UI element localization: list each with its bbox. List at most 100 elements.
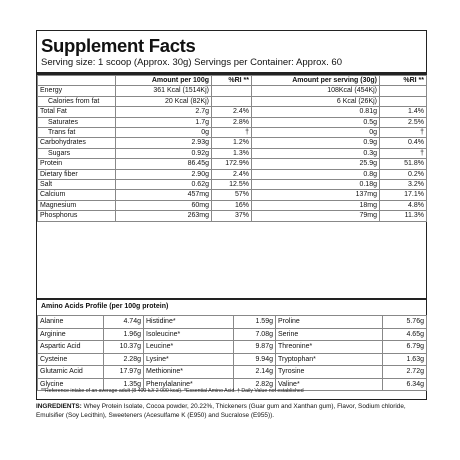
amount-per-100g: 0.62g [115,179,212,191]
amino-value-2: 9.87g [233,340,276,354]
amount-per-serving: 0.8g [251,168,380,181]
amino-name-2: Phenylalanine* [143,377,234,391]
footnote: **Reference intake of an average adult (… [41,388,304,394]
amino-value-1: 2.28g [103,352,144,366]
ri-per-serving: 0.2% [379,168,427,181]
amino-row: Glutamic Acid 17.97g Methionine* 2.14g Tyros… [37,365,427,379]
amino-value-3: 6.34g [382,377,427,391]
nutrient-name: Calcium [37,189,116,201]
amino-divider [37,298,426,300]
amino-value-1: 4.74g [103,315,144,329]
amount-per-100g: 1.7g [115,116,212,129]
amino-name-2: Lysine* [143,352,234,366]
amino-name-2: Methionine* [143,365,234,379]
amino-name-1: Aspartic Acid [37,340,104,354]
nutrition-row: Calcium 457mg 57% 137mg 17.1% [37,189,427,201]
amino-name-2: Histidine* [143,315,234,329]
amino-row: Cysteine 2.28g Lysine* 9.94g Tryptophan* 1.63… [37,352,427,366]
ri-per-serving: 11.3% [379,210,427,222]
amino-value-1: 17.97g [103,365,144,379]
amino-value-3: 5.76g [382,315,427,329]
amino-value-1: 1.96g [103,327,144,341]
nutrition-row: Carbohydrates 2.93g 1.2% 0.9g 0.4% [37,137,427,149]
amino-name-3: Serine [275,327,383,341]
amount-per-100g: 2.90g [115,168,212,181]
nutrition-row: Salt 0.62g 12.5% 0.18g 3.2% [37,179,427,191]
ri-per-serving [379,85,427,97]
nutrition-row: Magnesium 60mg 16% 18mg 4.8% [37,199,427,212]
amount-per-serving: 0.5g [251,116,380,129]
ri-per-100g: † [211,127,252,139]
amino-row: Arginine 1.96g Isoleucine* 7.08g Serine 4.65g [37,327,427,341]
nutrition-header-row: Amount per 100g %RI ** Amount per servin… [37,74,427,87]
nutrition-row: Total Fat 2.7g 2.4% 0.81g 1.4% [37,106,427,118]
ri-per-serving: 4.8% [379,199,427,212]
nutrient-name: Trans fat [37,127,116,139]
ri-per-100g: 172.9% [211,158,252,170]
amount-per-100g: 86.45g [115,158,212,170]
ri-per-serving: 2.5% [379,116,427,129]
amino-value-3: 1.63g [382,352,427,366]
amount-per-100g: 20 Kcal (82Kj) [115,95,212,108]
nutrient-name: Total Fat [37,106,116,118]
ri-per-100g: 1.2% [211,137,252,149]
amino-name-3: Valine* [275,377,383,391]
ri-per-serving: † [379,127,427,139]
amino-row: Glycine 1.35g Phenylalanine* 2.82g Valine* 6.… [37,377,427,391]
amino-name-2: Isoleucine* [143,327,234,341]
panel-title: Supplement Facts [41,35,196,56]
nutrition-row: Saturates 1.7g 2.8% 0.5g 2.5% [37,116,427,129]
header-ri-2: %RI ** [379,74,427,87]
ingredients-label: INGREDIENTS: [36,403,82,410]
amino-heading: Amino Acids Profile (per 100g protein) [41,303,169,310]
amino-value-2: 2.14g [233,365,276,379]
serving-info: Serving size: 1 scoop (Approx. 30g) Serv… [41,57,342,68]
amount-per-serving: 108Kcal (454Kj) [251,85,380,97]
amino-name-1: Glutamic Acid [37,365,104,379]
ri-per-100g [211,85,252,97]
ri-per-serving: 17.1% [379,189,427,201]
nutrition-row: Dietary fiber 2.90g 2.4% 0.8g 0.2% [37,168,427,181]
amino-name-1: Arginine [37,327,104,341]
ri-per-100g [211,95,252,108]
amino-value-2: 1.59g [233,315,276,329]
ri-per-100g: 12.5% [211,179,252,191]
ingredients: INGREDIENTS: Whey Protein Isolate, Cocoa… [36,403,431,420]
amount-per-serving: 0.9g [251,137,380,149]
ri-per-100g: 2.4% [211,168,252,181]
amount-per-100g: 0.92g [115,147,212,160]
amino-value-2: 9.94g [233,352,276,366]
nutrient-name: Calories from fat [37,95,116,108]
amino-name-3: Tryptophan* [275,352,383,366]
amount-per-100g: 2.7g [115,106,212,118]
ri-per-100g: 16% [211,199,252,212]
amino-value-2: 2.82g [233,377,276,391]
amount-per-100g: 361 Kcal (1514Kj) [115,85,212,97]
nutrition-table: Amount per 100g %RI ** Amount per servin… [37,74,427,222]
amino-name-3: Proline [275,315,383,329]
amount-per-serving: 25.9g [251,158,380,170]
nutrition-row: Protein 86.45g 172.9% 25.9g 51.8% [37,158,427,170]
amount-per-100g: 0g [115,127,212,139]
thick-divider [37,72,426,75]
nutrient-name: Phosphorus [37,210,116,222]
ri-per-100g: 2.4% [211,106,252,118]
amino-value-1: 10.37g [103,340,144,354]
header-blank [37,74,116,87]
header-ri-1: %RI ** [211,74,252,87]
amount-per-serving: 0g [251,127,380,139]
amino-row: Aspartic Acid 10.37g Leucine* 9.87g Threonin… [37,340,427,354]
nutrient-name: Magnesium [37,199,116,212]
amount-per-100g: 457mg [115,189,212,201]
nutrient-name: Energy [37,85,116,97]
amount-per-100g: 263mg [115,210,212,222]
nutrition-row: Trans fat 0g † 0g † [37,127,427,139]
nutrient-name: Dietary fiber [37,168,116,181]
amino-name-3: Threonine* [275,340,383,354]
amount-per-serving: 6 Kcal (26Kj) [251,95,380,108]
amino-value-3: 2.72g [382,365,427,379]
amino-value-2: 7.08g [233,327,276,341]
ri-per-serving: 51.8% [379,158,427,170]
amount-per-serving: 0.18g [251,179,380,191]
ri-per-100g: 37% [211,210,252,222]
